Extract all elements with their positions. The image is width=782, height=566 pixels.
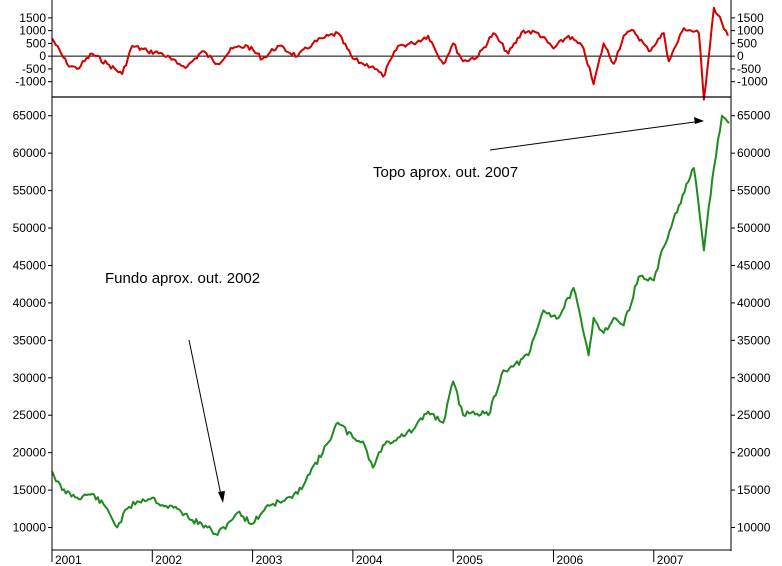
annotation-top-label: Topo aprox. out. 2007 [373,164,518,181]
main-y-tick-left-label: 50000 [13,221,47,235]
main-y-tick-right-label: 50000 [737,221,771,235]
main-y-tick-left-label: 20000 [13,446,47,460]
annotation-top: Topo aprox. out. 2007 [373,117,704,181]
indicator-y-tick-left-label: 500 [26,36,46,50]
indicator-y-tick-right-label: 0 [737,49,744,63]
x-tick-label: 2004 [356,553,383,566]
main-y-ticks: 10000 10000 15000 15000 20000 20000 25000 25000… [13,109,771,535]
x-tick-label: 2002 [155,553,182,566]
x-tick-label: 2003 [256,553,283,566]
main-y-tick-right-label: 10000 [737,521,771,535]
main-y-tick-left-label: 30000 [13,371,47,385]
main-y-tick-left-label: 35000 [13,333,47,347]
main-y-tick-left-label: 45000 [13,258,47,272]
main-y-tick-left-label: 55000 [13,184,47,198]
annotation-bottom: Fundo aprox. out. 2002 [105,270,260,503]
main-y-tick-left-label: 10000 [13,521,47,535]
indicator-y-tick-right-label: -1000 [737,75,768,89]
annotation-bottom-label: Fundo aprox. out. 2002 [105,270,260,287]
main-y-tick-left-label: 40000 [13,296,47,310]
indicator-y-tick-left-label: 0 [39,49,46,63]
main-y-tick-right-label: 55000 [737,184,771,198]
x-tick-label: 2001 [55,553,82,566]
x-tick-label: 2005 [456,553,483,566]
indicator-y-tick-right-label: 1500 [737,11,764,25]
main-y-tick-right-label: 15000 [737,483,771,497]
main-y-tick-right-label: 65000 [737,109,771,123]
main-y-tick-right-label: 35000 [737,333,771,347]
x-tick-label: 2007 [657,553,684,566]
main-panel: 10000 10000 15000 15000 20000 20000 25000 25000… [13,109,771,566]
main-y-tick-left-label: 25000 [13,408,47,422]
main-y-tick-left-label: 65000 [13,109,47,123]
indicator-series-line [51,6,729,101]
indicator-y-tick-right-label: 500 [737,36,757,50]
annotation-top-arrow [489,120,703,151]
annotation-bottom-arrow [188,339,223,501]
indicator-y-tick-left-label: -500 [22,62,46,76]
indicator-y-tick-left-label: -1000 [15,75,46,89]
indicator-y-tick-right-label: 1000 [737,24,764,38]
main-series-line [51,114,730,536]
main-y-tick-left-label: 60000 [13,146,47,160]
main-y-tick-right-label: 60000 [737,146,771,160]
main-y-tick-right-label: 45000 [737,258,771,272]
indicator-y-tick-left-label: 1000 [19,24,46,38]
main-y-tick-right-label: 25000 [737,408,771,422]
x-axis-ticks: 2001 2002 2003 2004 2005 2006 2007 [51,550,684,566]
main-y-tick-right-label: 40000 [737,296,771,310]
indicator-y-tick-right-label: -500 [737,62,761,76]
plot-frame [51,0,732,551]
main-y-tick-right-label: 30000 [737,371,771,385]
main-y-tick-left-label: 15000 [13,483,47,497]
x-tick-label: 2006 [556,553,583,566]
main-y-tick-right-label: 20000 [737,446,771,460]
indicator-y-tick-left-label: 1500 [19,11,46,25]
